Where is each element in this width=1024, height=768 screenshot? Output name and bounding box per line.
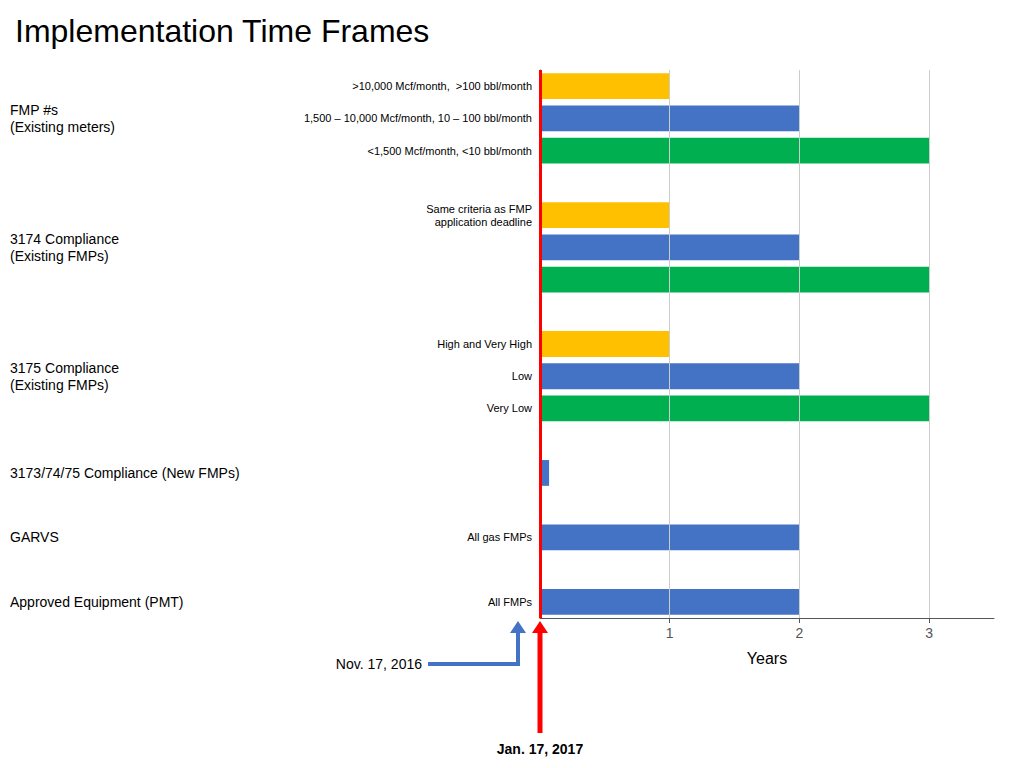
svg-text:GARVS: GARVS: [10, 529, 59, 545]
svg-text:Low: Low: [512, 370, 532, 382]
svg-text:Nov. 17, 2016: Nov. 17, 2016: [336, 656, 422, 672]
svg-text:(Existing meters): (Existing meters): [10, 119, 115, 135]
svg-text:2: 2: [796, 625, 804, 641]
svg-text:High and Very High: High and Very High: [437, 338, 532, 350]
svg-text:3173/74/75 Compliance (New FMP: 3173/74/75 Compliance (New FMPs): [10, 465, 240, 481]
svg-text:(Existing FMPs): (Existing FMPs): [10, 377, 109, 393]
svg-text:FMP #s: FMP #s: [10, 102, 58, 118]
svg-text:Jan. 17, 2017: Jan. 17, 2017: [497, 741, 584, 757]
svg-text:Implementation Time Frames: Implementation Time Frames: [15, 13, 429, 49]
svg-text:Years: Years: [747, 650, 787, 667]
svg-text:1,500 – 10,000 Mcf/month, 10 –: 1,500 – 10,000 Mcf/month, 10 – 100 bbl/m…: [304, 112, 532, 124]
svg-text:All FMPs: All FMPs: [488, 596, 533, 608]
svg-text:>10,000 Mcf/month, >100 bbl/m: >10,000 Mcf/month, >100 bbl/month: [352, 80, 532, 92]
svg-text:application deadline: application deadline: [435, 216, 532, 228]
svg-text:All gas FMPs: All gas FMPs: [467, 531, 532, 543]
svg-text:Approved Equipment (PMT): Approved Equipment (PMT): [10, 594, 184, 610]
svg-text:1: 1: [666, 625, 674, 641]
svg-text:<1,500 Mcf/month, <10 bbl/mont: <1,500 Mcf/month, <10 bbl/month: [368, 145, 533, 157]
svg-text:3175 Compliance: 3175 Compliance: [10, 360, 119, 376]
svg-text:(Existing FMPs): (Existing FMPs): [10, 248, 109, 264]
svg-text:Very Low: Very Low: [487, 402, 532, 414]
svg-text:3: 3: [925, 625, 933, 641]
svg-text:3174 Compliance: 3174 Compliance: [10, 231, 119, 247]
svg-text:Same criteria as FMP: Same criteria as FMP: [426, 203, 532, 215]
